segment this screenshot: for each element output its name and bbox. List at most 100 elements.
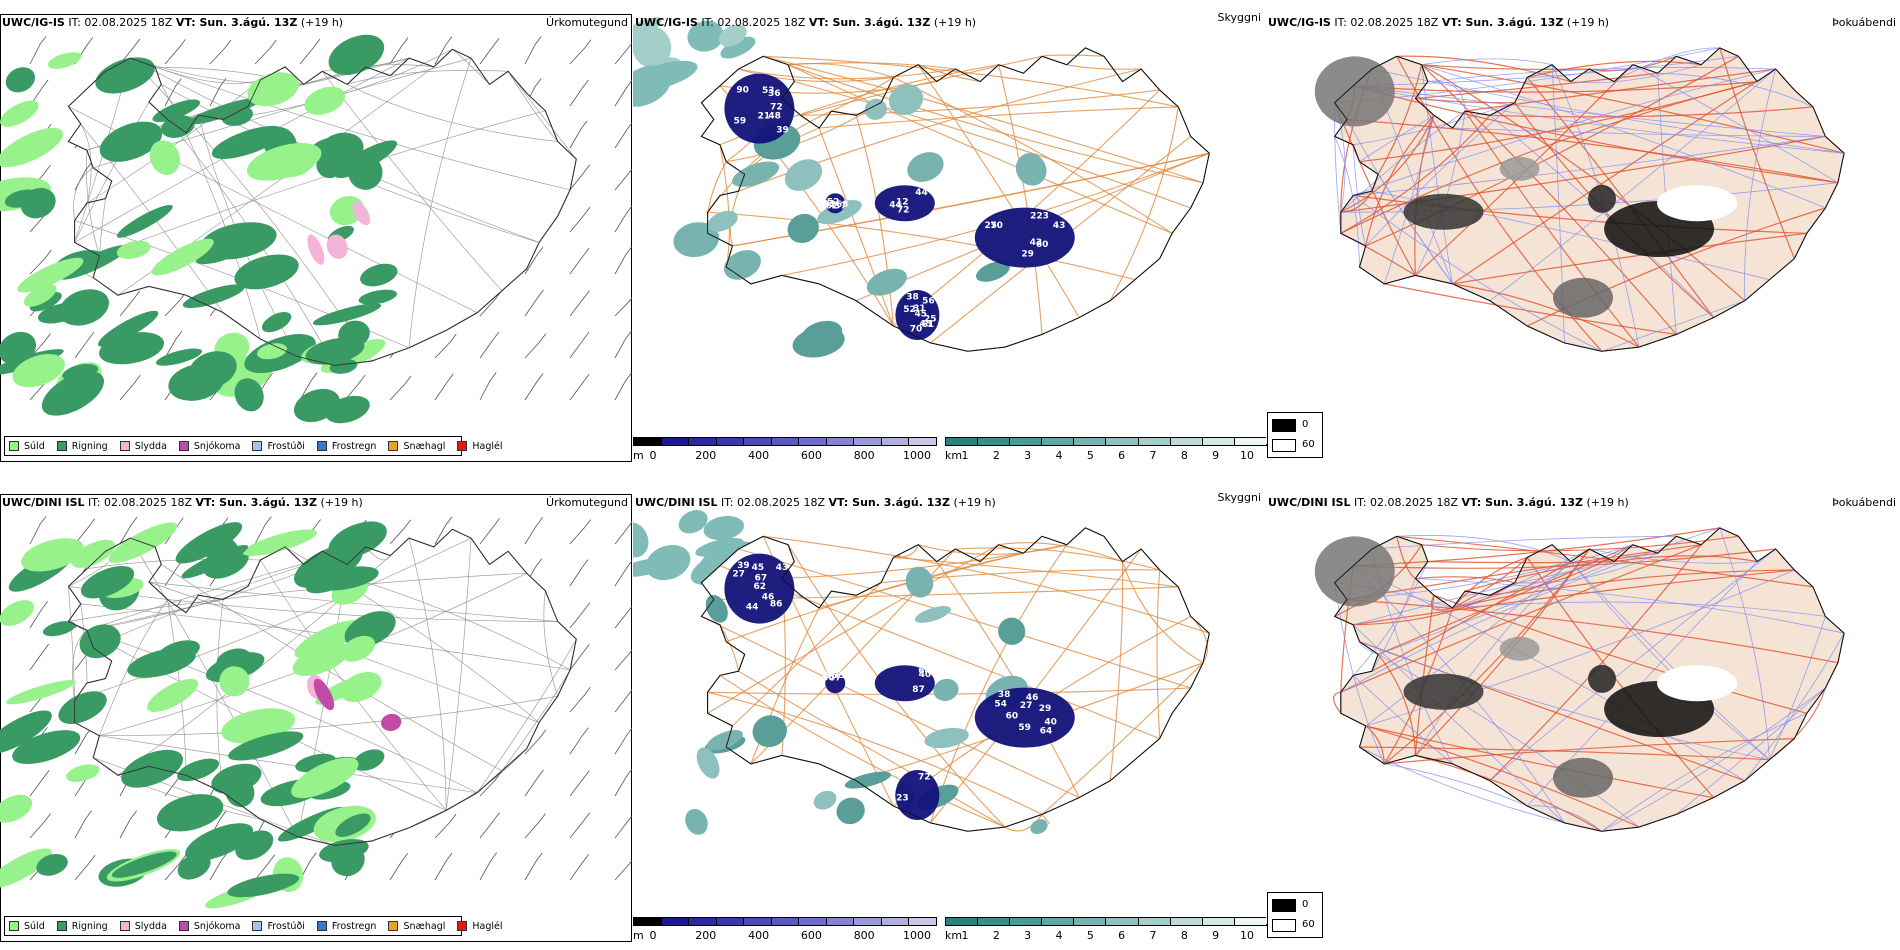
road (1377, 561, 1615, 655)
road (732, 582, 882, 727)
road (1333, 691, 1342, 714)
precip-area (111, 851, 177, 878)
road (1421, 64, 1845, 154)
road (80, 123, 92, 204)
road (738, 68, 894, 83)
cloud-base-label: 52 (903, 305, 916, 315)
wind-barb (299, 372, 318, 401)
legend-label: Súld (24, 920, 45, 932)
coastline (67, 528, 577, 846)
road (1452, 127, 1826, 137)
precip-area (752, 715, 787, 748)
panel-title: UWC/IG-IS IT: 02.08.2025 18Z VT: Sun. 3.… (1268, 16, 1610, 29)
road (707, 691, 1043, 815)
precip-area (732, 161, 780, 187)
precip-area (185, 823, 254, 861)
road (917, 64, 1080, 318)
visibility-colorbar-bottom: km 1 2 3 4 5 6 7 8 9 10 (945, 917, 1267, 943)
wind-barb (524, 729, 547, 755)
colorbar-tick: 200 (695, 449, 717, 462)
road (1365, 561, 1571, 727)
road (1452, 232, 1807, 285)
map-layer (0, 34, 632, 424)
wind-barb (29, 516, 47, 545)
cloud-base-label: 31 (913, 304, 926, 314)
road (929, 544, 1068, 824)
precip-area (29, 291, 62, 312)
panel-variable: Þokuábendi (1832, 496, 1896, 509)
cloud-base-label: 39 (776, 125, 789, 135)
visibility-panel-bottom: 45 46 46 56 64 87 44 29 43 35 86 64 38 39 40 47 50 54 60 23… (633, 491, 1265, 924)
colorbar-tick: 6 (1118, 929, 1126, 942)
colorbar-tick: 6 (1118, 449, 1126, 462)
wind-barb (434, 852, 453, 881)
wind-barb (524, 517, 544, 545)
legend-label: Snjókoma (193, 920, 241, 932)
road (1452, 569, 1795, 609)
road (408, 57, 472, 348)
cloud-base-label: 87 (912, 685, 925, 695)
road (1396, 535, 1571, 562)
wind-barb (569, 374, 590, 401)
precip-area (888, 84, 924, 116)
legend-item: Snjókoma (178, 920, 241, 932)
wind-barb (614, 330, 632, 359)
road (955, 547, 1160, 571)
precip-area (79, 624, 121, 659)
cloud-base-area (874, 665, 935, 702)
road (1384, 283, 1677, 335)
wind-barb (29, 601, 49, 629)
legend-label: Rigning (71, 920, 108, 932)
precip-area (340, 671, 382, 703)
precip-area (5, 67, 36, 93)
precip-area (707, 210, 738, 232)
precip-area (246, 143, 322, 181)
colorbar-tick: 3 (1024, 449, 1032, 462)
precip-area (4, 189, 39, 208)
road (1109, 561, 1124, 781)
legend-label: Frostúði (267, 440, 305, 452)
road (1769, 616, 1826, 760)
cloud-base-label: 54 (994, 700, 1007, 710)
wind-barb (614, 297, 632, 317)
road (1383, 115, 1435, 285)
precip-area (261, 311, 292, 333)
cloud-base-label: 43 (1053, 221, 1066, 231)
wind-barb (119, 810, 137, 839)
legend-swatch (178, 441, 189, 451)
road (719, 674, 1006, 828)
wind-barb (569, 164, 591, 191)
cloud-base-area (974, 687, 1075, 748)
colorbar-tick: 800 (853, 449, 875, 462)
wind-barb (29, 79, 49, 107)
cloud-base-label: 45 (915, 310, 928, 320)
precip-area (353, 749, 385, 771)
road (1353, 548, 1776, 569)
road (787, 64, 1204, 184)
wind-barb (614, 727, 632, 755)
wind-barb (29, 643, 50, 671)
road (893, 556, 1179, 588)
panel-variable: Skyggni (1217, 11, 1261, 24)
wind-barb (569, 290, 590, 317)
wind-barb (119, 516, 138, 545)
precip-map-top (0, 34, 632, 424)
wind-barb (569, 79, 589, 107)
precip-type-panel-top: UWC/IG-IS IT: 02.08.2025 18Z VT: Sun. 3.… (0, 14, 632, 462)
road (1415, 72, 1658, 100)
precip-area (720, 36, 756, 59)
precip-area (23, 284, 57, 307)
wind-barb (434, 813, 457, 839)
cloud-base-label: 64 (1040, 727, 1053, 737)
road (1377, 64, 1423, 175)
fog-index-area (1588, 664, 1616, 693)
cloud-base-label: 50 (822, 674, 835, 684)
wind-barb (164, 78, 182, 107)
road (1359, 746, 1565, 824)
wind-barb (614, 205, 632, 233)
road (476, 638, 577, 793)
road (99, 599, 168, 736)
road (819, 106, 1179, 129)
wind-barb (29, 36, 47, 65)
